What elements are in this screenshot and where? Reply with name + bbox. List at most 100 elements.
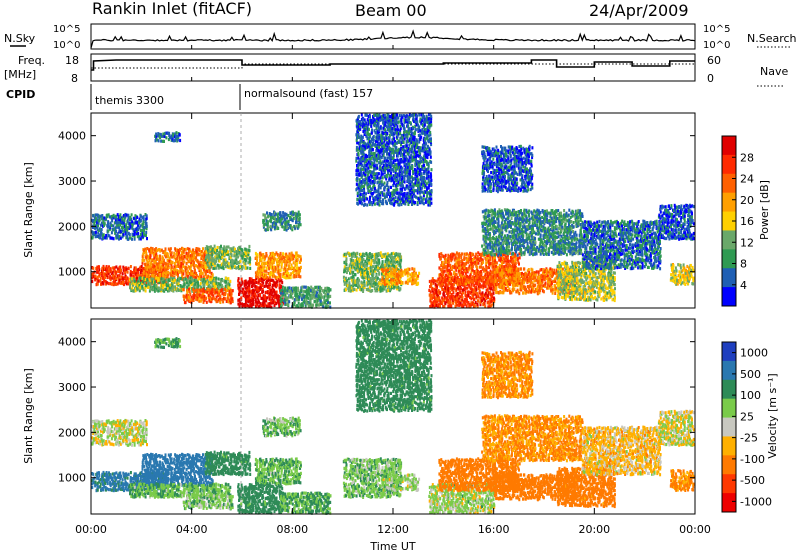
scatter-cell	[471, 264, 474, 269]
scatter-cell	[294, 293, 297, 297]
scatter-cell	[354, 253, 357, 257]
scatter-cell	[203, 289, 206, 294]
scatter-cell	[205, 265, 208, 269]
scatter-cell	[496, 265, 499, 269]
scatter-cell	[442, 279, 445, 283]
scatter-cell	[229, 266, 232, 270]
scatter-cell	[163, 252, 166, 256]
scatter-cell	[365, 251, 368, 256]
scatter-cell	[125, 233, 128, 237]
scatter-cell	[97, 224, 100, 228]
scatter-cell	[256, 296, 259, 300]
scatter-cell	[132, 274, 135, 278]
scatter-cell	[235, 266, 238, 270]
scatter-cell	[368, 252, 371, 256]
scatter-cell	[438, 273, 441, 277]
scatter-cell	[91, 266, 94, 270]
scatter-cell	[209, 260, 212, 265]
scatter-cell	[346, 284, 349, 288]
scatter-cell	[442, 288, 445, 292]
scatter-cell	[473, 271, 476, 275]
scatter-cell	[443, 304, 446, 308]
scatter-cell	[116, 274, 119, 278]
scatter-cell	[264, 261, 267, 265]
scatter-cell	[444, 255, 447, 259]
scatter-cell	[122, 277, 125, 281]
scatter-cell	[195, 247, 198, 251]
scatter-cell	[506, 272, 509, 276]
scatter-cell	[514, 283, 517, 288]
scatter-cell	[304, 285, 307, 289]
scatter-cell	[138, 219, 141, 223]
scatter-cell	[193, 265, 196, 270]
scatter-cell	[156, 248, 159, 252]
scatter-cell	[469, 291, 472, 295]
scatter-cell	[222, 260, 225, 265]
scatter-cell	[438, 252, 441, 257]
scatter-cell	[490, 292, 493, 296]
scatter-cell	[237, 250, 240, 254]
scatter-cell	[368, 255, 371, 259]
scatter-cell	[495, 290, 498, 295]
scatter-cell	[129, 224, 132, 228]
scatter-cell	[441, 274, 443, 278]
scatter-cell	[466, 257, 469, 261]
scatter-cell	[267, 260, 270, 264]
scatter-cell	[474, 300, 477, 304]
scatter-cell	[446, 265, 449, 269]
scatter-cell	[187, 276, 190, 280]
scatter-cell	[373, 276, 376, 280]
scatter-cell	[467, 290, 470, 294]
scatter-cell	[458, 266, 461, 270]
scatter-cell	[514, 270, 517, 275]
scatter-cell	[368, 277, 370, 281]
scatter-cell	[307, 296, 310, 300]
scatter-cell	[141, 285, 144, 289]
scatter-cell	[155, 253, 158, 257]
scatter-cell	[480, 258, 483, 262]
scatter-cell	[261, 268, 264, 272]
scatter-cell	[392, 276, 395, 280]
scatter-cell	[492, 275, 495, 279]
scatter-cell	[202, 247, 204, 251]
scatter-cell	[267, 226, 270, 230]
scatter-cell	[351, 254, 354, 258]
scatter-cell	[111, 271, 114, 275]
scatter-cell	[199, 271, 202, 275]
scatter-cell	[264, 296, 267, 300]
scatter-cell	[286, 291, 289, 295]
scatter-cell	[259, 279, 262, 283]
scatter-cell	[458, 300, 461, 305]
scatter-cell	[119, 223, 122, 227]
scatter-cell	[458, 278, 461, 283]
scatter-cell	[127, 282, 130, 286]
scatter-cell	[263, 302, 266, 306]
scatter-cell	[256, 262, 259, 266]
scatter-cell	[281, 281, 284, 285]
scatter-cell	[305, 288, 308, 292]
scatter-cell	[91, 235, 94, 239]
scatter-cell	[175, 253, 178, 257]
scatter-cell	[441, 282, 444, 286]
scatter-cell	[204, 258, 207, 262]
scatter-cell	[273, 274, 275, 278]
scatter-cell	[466, 286, 469, 290]
scatter-cell	[177, 281, 180, 286]
scatter-cell	[361, 259, 364, 263]
scatter-cell	[193, 295, 196, 300]
scatter-cell	[215, 299, 218, 303]
scatter-cell	[325, 305, 328, 309]
scatter-cell	[473, 286, 476, 290]
scatter-cell	[197, 281, 199, 285]
scatter-cell	[192, 263, 195, 267]
scatter-cell	[210, 271, 213, 275]
scatter-cell	[487, 300, 490, 304]
scatter-cell	[131, 237, 133, 241]
scatter-cell	[138, 274, 141, 278]
scatter-cell	[299, 223, 302, 227]
scatter-cell	[249, 266, 252, 270]
scatter-cell	[149, 278, 152, 282]
scatter-cell	[191, 274, 194, 278]
scatter-cell	[155, 257, 158, 261]
scatter-cell	[129, 215, 132, 219]
